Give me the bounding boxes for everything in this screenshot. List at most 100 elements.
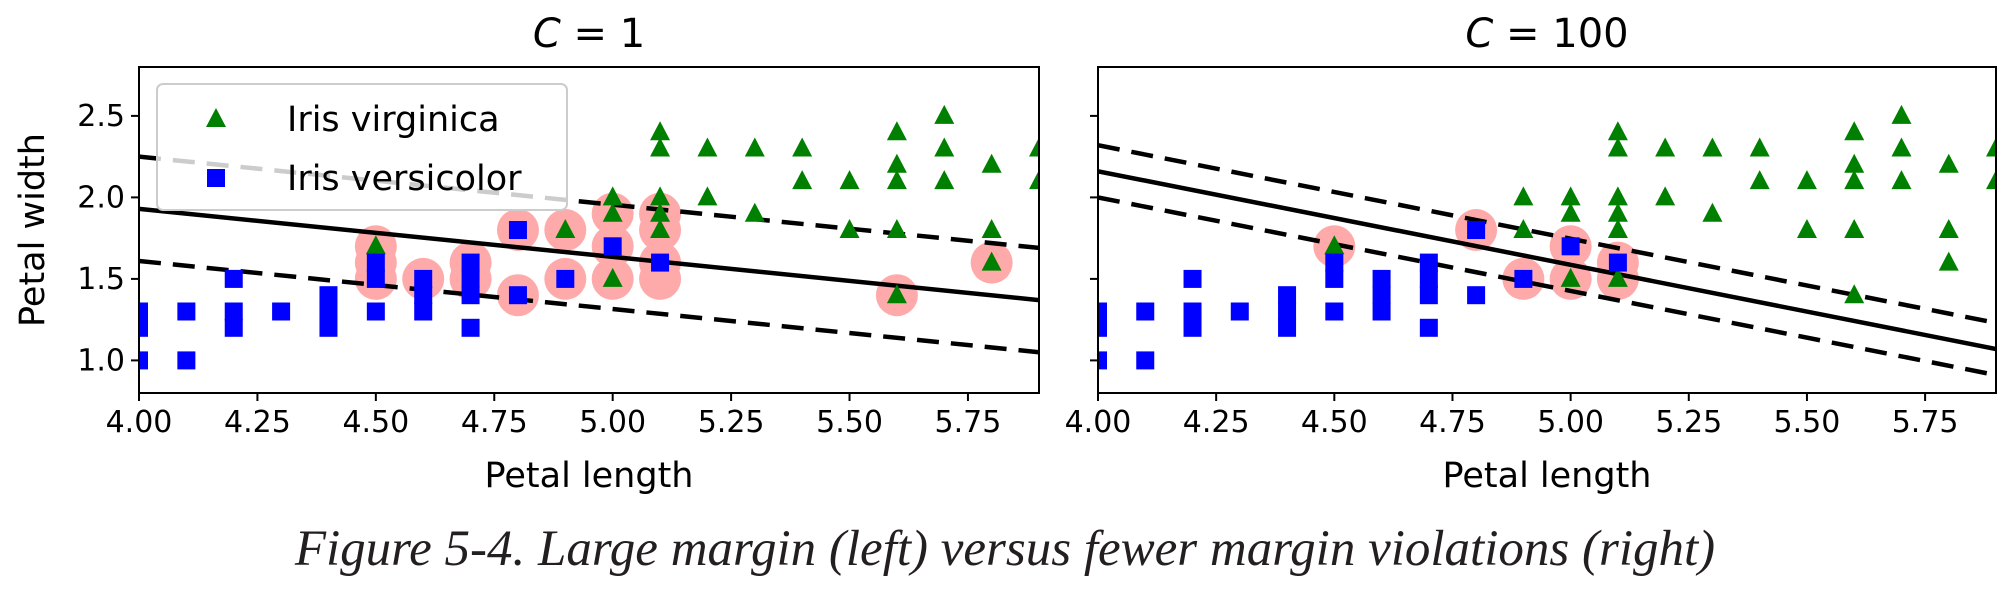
virginica-point xyxy=(1844,219,1865,238)
virginica-point xyxy=(650,219,671,238)
virginica-point xyxy=(697,137,718,157)
x-tick-label: 5.75 xyxy=(1892,405,1959,440)
virginica-point xyxy=(1607,121,1628,141)
virginica-point xyxy=(886,153,907,173)
y-tick-label: 1.5 xyxy=(77,262,125,297)
margin-lower-line xyxy=(1098,195,1996,378)
plot-area xyxy=(1098,104,1996,378)
x-tick-label: 5.50 xyxy=(816,405,883,440)
legend-square-icon xyxy=(207,169,225,187)
virginica-point xyxy=(1891,137,1912,157)
virginica-point xyxy=(1607,137,1628,157)
virginica-point xyxy=(1702,137,1723,157)
virginica-point xyxy=(886,284,907,304)
decision-boundary-line xyxy=(139,206,1039,303)
x-tick-label: 4.00 xyxy=(106,405,173,440)
y-axis-label: Petal width xyxy=(13,133,53,327)
support-vector-highlight xyxy=(639,257,682,300)
versicolor-point xyxy=(414,269,433,288)
versicolor-point xyxy=(1514,269,1533,288)
x-axis-label: Petal length xyxy=(1443,456,1652,496)
versicolor-point xyxy=(224,318,243,337)
versicolor-point xyxy=(1230,302,1249,321)
virginica-point xyxy=(1796,219,1817,238)
x-tick-label: 5.25 xyxy=(698,405,765,440)
virginica-point xyxy=(934,137,955,157)
virginica-point xyxy=(1513,186,1534,206)
virginica-point xyxy=(744,137,765,157)
y-tick-label: 2.5 xyxy=(77,99,125,134)
left-panel-c1: 4.00 4.25 4.50 4.75 5.00 5.25 5.50 5.75 1.0 1.5 2.… xyxy=(13,11,1040,496)
margin-upper-line xyxy=(1098,143,1996,326)
versicolor-point xyxy=(1278,302,1297,321)
virginica-point xyxy=(1844,153,1865,173)
versicolor-point xyxy=(224,302,243,321)
versicolor-point xyxy=(1372,286,1391,305)
x-tick-label: 4.75 xyxy=(461,405,528,440)
x-tick-label: 4.25 xyxy=(1183,405,1250,440)
virginica-point xyxy=(839,170,860,190)
versicolor-point xyxy=(319,286,338,305)
virginica-point xyxy=(1844,170,1865,190)
axes-frame xyxy=(1097,66,1997,394)
versicolor-point xyxy=(1325,302,1344,321)
versicolor-point xyxy=(1467,221,1486,239)
virginica-point xyxy=(886,219,907,238)
virginica-point xyxy=(1702,202,1723,222)
virginica-point xyxy=(1513,219,1534,238)
legend-triangle-icon xyxy=(206,108,226,127)
virginica-point xyxy=(1029,170,1039,190)
versicolor-point xyxy=(1419,253,1438,272)
virginica-point xyxy=(1324,235,1345,255)
versicolor-point xyxy=(1183,269,1202,288)
virginica-point xyxy=(744,202,765,222)
versicolor-point xyxy=(461,269,480,288)
panel-title: C = 1 xyxy=(533,11,645,57)
virginica-point xyxy=(365,235,386,255)
versicolor-point xyxy=(414,302,433,321)
virginica-point xyxy=(1844,284,1865,304)
versicolor-point xyxy=(1098,351,1107,370)
right-panel-c100: 4.00 4.25 4.50 4.75 5.00 5.25 5.50 5.75 C = 100 P… xyxy=(1065,11,1997,496)
virginica-point xyxy=(981,251,1002,271)
versicolor-point xyxy=(508,286,527,305)
x-tick-label: 4.00 xyxy=(1065,405,1132,440)
virginica-point xyxy=(1938,153,1959,173)
virginica-point xyxy=(602,186,623,206)
virginica-point xyxy=(1560,186,1581,206)
virginica-point xyxy=(792,137,813,157)
virginica-point xyxy=(650,202,671,222)
versicolor-point xyxy=(366,302,385,321)
y-tick-label: 1.0 xyxy=(77,343,125,378)
versicolor-point xyxy=(651,253,670,272)
virginica-point xyxy=(602,267,623,287)
versicolor-point xyxy=(1183,318,1202,337)
versicolor-point xyxy=(1278,318,1297,337)
virginica-point xyxy=(1749,137,1770,157)
virginica-point xyxy=(1560,202,1581,222)
virginica-point xyxy=(1749,170,1770,190)
versicolor-point xyxy=(1098,302,1107,321)
legend: Iris virginica Iris versicolor xyxy=(156,83,568,211)
virginica-point xyxy=(1986,137,1996,157)
x-tick-label: 5.00 xyxy=(579,405,646,440)
versicolor-point xyxy=(1098,318,1107,337)
virginica-point xyxy=(697,186,718,206)
versicolor-point xyxy=(556,269,575,288)
versicolor-point xyxy=(366,253,385,272)
virginica-point xyxy=(650,186,671,206)
versicolor-point xyxy=(1278,286,1297,305)
versicolor-point xyxy=(1419,269,1438,288)
x-tick-label: 5.75 xyxy=(935,405,1002,440)
versicolor-point xyxy=(139,302,148,321)
virginica-point xyxy=(1655,186,1676,206)
x-tick-label: 4.50 xyxy=(342,405,409,440)
x-tick-label: 4.75 xyxy=(1419,405,1486,440)
virginica-point xyxy=(1607,219,1628,238)
versicolor-point xyxy=(1372,302,1391,321)
x-tick-label: 4.25 xyxy=(224,405,291,440)
plot-area xyxy=(139,104,1039,370)
versicolor-point xyxy=(177,351,196,370)
versicolor-point xyxy=(139,351,148,370)
versicolor-point xyxy=(319,302,338,321)
